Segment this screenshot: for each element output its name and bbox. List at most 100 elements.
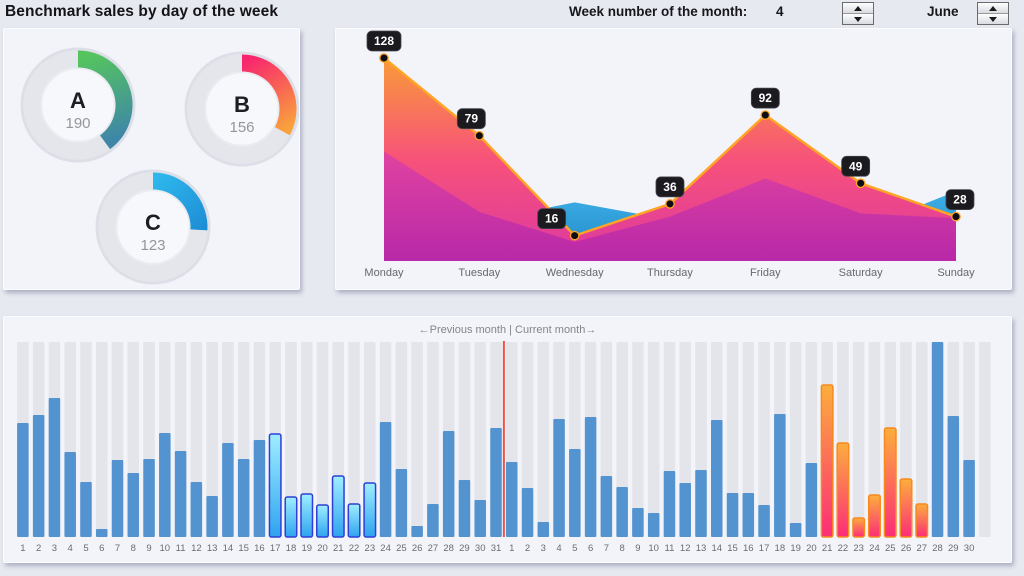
prev-day-bar (474, 500, 486, 537)
cur-day-bar (758, 505, 770, 537)
svg-text:10: 10 (160, 543, 171, 554)
svg-text:28: 28 (932, 543, 943, 554)
svg-text:18: 18 (286, 543, 297, 554)
slot-bg-bar (95, 342, 108, 537)
svg-text:14: 14 (711, 543, 722, 554)
data-point (379, 53, 389, 63)
svg-text:25: 25 (885, 543, 896, 554)
prev-day-bar (237, 459, 250, 537)
svg-text:Friday: Friday (750, 267, 781, 279)
cur-day-bar-highlighted (867, 494, 881, 538)
kpi-donuts-panel: A 190 B 156 C 123 (3, 28, 300, 290)
prev-day-bar-highlighted (347, 503, 361, 538)
daily-sales-chart: 1 2 3 4 5 6 7 8 9 10 11 12 13 14 15 16 17 18 19 20 21 22 23 24 2… (17, 341, 991, 554)
svg-text:22: 22 (838, 543, 849, 554)
svg-text:36: 36 (663, 180, 677, 194)
up-arrow-icon (989, 5, 997, 11)
svg-text:13: 13 (207, 543, 218, 554)
data-label-chip: 49 (841, 155, 871, 177)
week-spin-down-button[interactable] (843, 14, 873, 24)
svg-text:10: 10 (648, 543, 659, 554)
svg-text:17: 17 (270, 543, 281, 554)
donut-A: A 190 (20, 47, 136, 163)
svg-text:C: C (145, 210, 161, 235)
svg-text:156: 156 (229, 119, 254, 136)
data-label-chip: 92 (750, 87, 780, 109)
svg-text:23: 23 (853, 543, 864, 554)
svg-text:12: 12 (191, 543, 202, 554)
week-spin-up-button[interactable] (843, 3, 873, 14)
cur-day-bar (931, 342, 944, 537)
prev-day-bar (80, 482, 92, 537)
svg-text:28: 28 (953, 193, 967, 207)
month-value: June (927, 4, 959, 19)
prev-day-bar (490, 428, 502, 537)
month-spin-down-button[interactable] (978, 14, 1008, 24)
svg-text:11: 11 (665, 543, 675, 554)
slot-bg-bar (979, 342, 991, 537)
svg-text:29: 29 (948, 543, 959, 554)
weekday-sales-chart: 128 79 16 36 92 49 28 Monday Tuesday Wednesday Thu… (364, 30, 975, 279)
data-point (569, 230, 580, 241)
data-label-chip: 16 (537, 208, 567, 230)
cur-day-bar (963, 460, 975, 537)
svg-text:Saturday: Saturday (839, 267, 884, 279)
svg-text:7: 7 (604, 543, 609, 554)
data-point (474, 130, 485, 141)
cur-day-bar (789, 523, 802, 537)
svg-text:Wednesday: Wednesday (546, 267, 604, 279)
svg-text:16: 16 (254, 543, 265, 554)
donut-C: C 123 (95, 169, 211, 285)
prev-day-bar (395, 469, 408, 537)
svg-text:6: 6 (588, 543, 593, 554)
svg-text:7: 7 (115, 543, 120, 554)
svg-text:20: 20 (317, 543, 328, 554)
svg-text:B: B (234, 92, 250, 117)
down-arrow-icon (989, 16, 997, 22)
svg-text:25: 25 (396, 543, 407, 554)
svg-text:22: 22 (349, 543, 360, 554)
cur-day-bar (537, 522, 550, 537)
slot-bg-bar (789, 342, 802, 537)
svg-text:8: 8 (131, 543, 136, 554)
svg-text:12: 12 (680, 543, 691, 554)
page-title: Benchmark sales by day of the week (5, 3, 279, 20)
svg-text:1: 1 (509, 543, 514, 554)
month-spin-up-button[interactable] (978, 3, 1008, 14)
kpi-donuts-chart: A 190 B 156 C 123 (20, 47, 299, 285)
svg-text:21: 21 (333, 543, 344, 554)
cur-day-bar (616, 487, 628, 537)
prev-day-bar (111, 460, 124, 537)
svg-text:19: 19 (301, 543, 312, 554)
slot-bg-bar (726, 342, 739, 537)
prev-day-bar-highlighted (284, 496, 298, 538)
svg-text:16: 16 (545, 212, 559, 226)
svg-text:92: 92 (759, 91, 773, 105)
svg-text:3: 3 (52, 543, 57, 554)
data-point (665, 199, 675, 209)
prev-day-bar (127, 473, 140, 537)
svg-text:9: 9 (635, 543, 640, 554)
cur-day-bar (742, 493, 755, 537)
cur-day-bar (569, 449, 581, 537)
svg-text:24: 24 (869, 543, 880, 554)
prev-day-bar-highlighted (268, 433, 282, 538)
svg-text:23: 23 (365, 543, 376, 554)
svg-text:6: 6 (99, 543, 104, 554)
cur-day-bar (553, 419, 565, 537)
svg-text:13: 13 (696, 543, 707, 554)
svg-text:26: 26 (412, 543, 423, 554)
prev-day-bar (143, 459, 155, 537)
svg-text:4: 4 (556, 543, 561, 554)
svg-text:26: 26 (901, 543, 912, 554)
slot-bg-bar (427, 342, 439, 537)
svg-text:3: 3 (541, 543, 546, 554)
prev-day-bar-highlighted (331, 475, 345, 538)
slot-bg-bar (647, 342, 660, 537)
prev-day-bar-highlighted (316, 504, 330, 538)
svg-text:2: 2 (525, 543, 530, 554)
svg-text:79: 79 (465, 112, 479, 126)
svg-text:49: 49 (849, 159, 863, 173)
